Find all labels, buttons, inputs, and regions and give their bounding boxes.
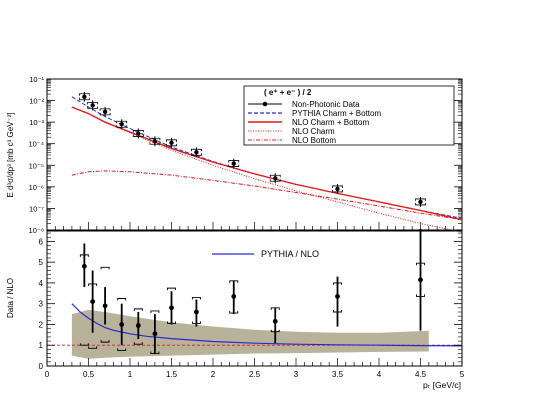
bottom-x-tick-label: 2	[211, 370, 216, 379]
legend-nlo-charm-label: NLO Charm	[292, 127, 335, 136]
bottom-x-tick-label: 3.5	[332, 370, 344, 379]
bottom-x-tick-label: 2.5	[249, 370, 261, 379]
legend-nlo-bottom-label: NLO Bottom	[292, 136, 336, 145]
ratio-sys-bracket	[167, 287, 176, 324]
bottom-x-tick-label: 1.5	[166, 370, 178, 379]
legend-header: ( e⁺ + e⁻ ) / 2	[264, 88, 312, 97]
top-data-point	[82, 94, 87, 99]
legend-entry-nlo-bottom: NLO Bottom	[248, 136, 336, 145]
top-data-point	[152, 139, 158, 144]
ratio-data-point	[152, 331, 158, 337]
ratio-sys-bracket	[88, 283, 98, 349]
top-data-point	[119, 122, 124, 127]
legend-data-label: Non-Photonic Data	[292, 100, 360, 109]
top-data-point	[169, 140, 174, 146]
bottom-x-tick-label: 4	[377, 370, 382, 379]
bottom-x-axis-label: pₜ [GeV/c]	[423, 380, 461, 390]
bottom-x-tick-label: 4.5	[415, 370, 427, 379]
top-y-axis-label: E d³σ/dp³ [mb c³ GeV⁻²]	[6, 112, 15, 197]
top-data-point	[231, 161, 236, 166]
top-data-point	[90, 103, 95, 108]
bottom-x-tick-label: 5	[460, 370, 465, 379]
legend-data-marker	[262, 101, 268, 107]
top-legend: ( e⁺ + e⁻ ) / 2 Non-Photonic Data PYTHIA…	[243, 85, 455, 146]
ratio-sys-bracket	[416, 262, 425, 297]
ratio-data-point	[418, 277, 423, 283]
top-data-point	[418, 199, 423, 205]
legend-entry-pythia: PYTHIA Charm + Bottom	[248, 109, 381, 118]
top-data-point	[335, 186, 340, 192]
legend-box	[243, 85, 455, 146]
data-ratio-points	[79, 228, 425, 354]
legend-nlo-total-label: NLO Charm + Bottom	[292, 118, 369, 127]
top-data-point	[102, 109, 108, 115]
ratio-data-point	[272, 318, 278, 324]
bottom-y-tick-label: 0	[39, 362, 44, 371]
top-y-tick-label: 10⁻⁴	[28, 140, 44, 149]
top-panel: 10⁻⁸ 10⁻⁷ 10⁻⁶ 10⁻⁵ 10⁻⁴ 10⁻³ 10⁻² 10⁻¹ E d³σ/d…	[6, 75, 463, 235]
bottom-y-tick-label: 2	[39, 320, 44, 329]
ratio-sys-bracket	[117, 298, 127, 351]
top-y-tick-label: 10⁻⁵	[29, 161, 44, 170]
bottom-panel: 0 1 2 3 4 5 6 0 0.5 1 1.5 2 2.5 3 3.5 4 4.5 5 Data / NLO…	[6, 228, 465, 390]
ratio-sys-bracket	[133, 308, 143, 345]
ratio-data-point	[102, 303, 108, 309]
bottom-x-tick-label: 1	[128, 370, 133, 379]
ratio-sys-bracket	[270, 307, 280, 333]
top-x-axis-ticks	[46, 222, 463, 230]
bottom-x-axis: 0 0.5 1 1.5 2 2.5 3 3.5 4 4.5 5	[45, 358, 465, 379]
ratio-data-point	[119, 322, 125, 327]
ratio-sys-bracket	[79, 254, 89, 346]
legend-entry-nlo-total: NLO Charm + Bottom	[248, 118, 369, 127]
bottom-y-tick-label: 6	[39, 237, 44, 246]
legend-entry-data: Non-Photonic Data	[248, 100, 360, 109]
ratio-sys-bracket	[191, 297, 201, 324]
top-y-tick-label: 10⁻⁸	[29, 226, 44, 235]
top-series	[71, 91, 463, 233]
ratio-sys-bracket	[100, 266, 110, 343]
top-y-tick-label: 10⁻⁶	[29, 183, 44, 192]
bottom-x-tick-label: 3	[294, 370, 299, 379]
top-y-tick-label: 10⁻³	[29, 118, 44, 127]
legend-entry-nlo-charm: NLO Charm	[248, 127, 335, 136]
top-y-tick-label: 10⁻²	[29, 97, 44, 106]
bottom-y-tick-label: 1	[39, 341, 44, 350]
systematic-band	[71, 309, 429, 359]
bottom-y-tick-label: 3	[39, 300, 44, 309]
ratio-data-point	[169, 305, 174, 311]
ratio-sys-bracket	[333, 282, 342, 313]
ratio-data-point	[135, 323, 141, 328]
top-data-point	[194, 150, 199, 155]
bottom-y-axis: 0 1 2 3 4 5 6	[39, 232, 462, 371]
ratio-data-point	[194, 309, 199, 315]
top-series-line-3	[71, 106, 463, 233]
bottom-legend-label: PYTHIA / NLO	[261, 249, 319, 259]
bottom-legend: PYTHIA / NLO	[212, 249, 319, 259]
bottom-y-axis-label: Data / NLO	[6, 278, 15, 318]
ratio-data-point	[90, 299, 96, 305]
ratio-data-point	[335, 294, 340, 299]
top-series-line-4	[71, 170, 463, 221]
bottom-x-tick-label: 0	[45, 370, 50, 379]
ratio-data-point	[81, 263, 87, 269]
bottom-y-tick-label: 5	[39, 258, 44, 267]
systematic-band-area	[71, 309, 429, 359]
bottom-y-tick-label: 4	[39, 279, 44, 288]
top-data-point	[136, 131, 141, 136]
top-y-tick-label: 10⁻¹	[29, 75, 44, 84]
ratio-data-point	[231, 294, 237, 299]
ratio-sys-bracket	[150, 310, 160, 354]
ratio-sys-bracket	[229, 280, 239, 314]
top-y-axis: 10⁻⁸ 10⁻⁷ 10⁻⁶ 10⁻⁵ 10⁻⁴ 10⁻³ 10⁻² 10⁻¹	[28, 75, 462, 235]
top-data-point	[273, 176, 278, 181]
top-y-tick-label: 10⁻⁷	[29, 204, 44, 213]
bottom-x-tick-label: 0.5	[83, 370, 95, 379]
legend-pythia-label: PYTHIA Charm + Bottom	[292, 109, 381, 118]
